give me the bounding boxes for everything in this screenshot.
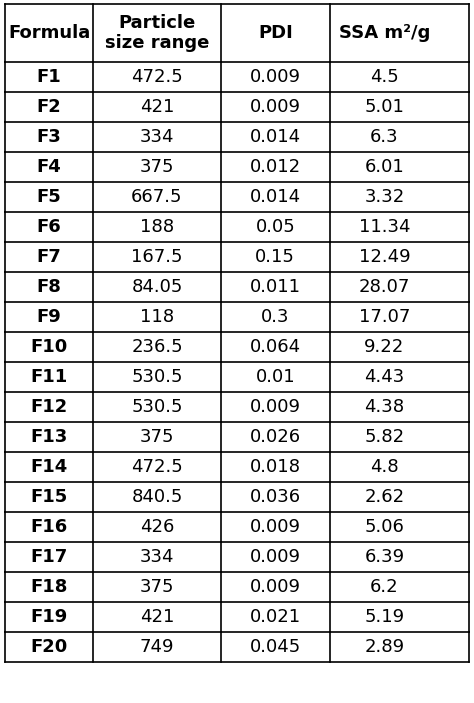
Text: F5: F5 [36, 188, 62, 206]
Text: 9.22: 9.22 [364, 338, 404, 356]
Text: F7: F7 [36, 248, 62, 266]
Text: SSA m²/g: SSA m²/g [338, 24, 430, 42]
Text: 0.009: 0.009 [250, 548, 301, 566]
Text: F18: F18 [30, 578, 68, 596]
Text: 0.014: 0.014 [250, 128, 301, 146]
Text: F6: F6 [36, 218, 62, 236]
Text: 0.021: 0.021 [250, 608, 301, 626]
Text: 5.01: 5.01 [365, 98, 404, 116]
Text: 3.32: 3.32 [364, 188, 404, 206]
Text: 28.07: 28.07 [359, 278, 410, 296]
Text: 0.009: 0.009 [250, 578, 301, 596]
Text: 421: 421 [140, 98, 174, 116]
Text: 0.009: 0.009 [250, 98, 301, 116]
Text: 0.014: 0.014 [250, 188, 301, 206]
Text: F3: F3 [36, 128, 62, 146]
Text: 4.5: 4.5 [370, 68, 399, 86]
Text: 6.2: 6.2 [370, 578, 399, 596]
Text: 4.43: 4.43 [364, 368, 404, 386]
Text: 0.009: 0.009 [250, 68, 301, 86]
Text: F8: F8 [36, 278, 62, 296]
Text: 0.064: 0.064 [250, 338, 301, 356]
Text: 0.018: 0.018 [250, 458, 301, 476]
Text: 0.012: 0.012 [250, 158, 301, 176]
Text: 334: 334 [140, 128, 174, 146]
Text: 6.39: 6.39 [364, 548, 404, 566]
Text: F16: F16 [30, 518, 68, 536]
Text: 0.3: 0.3 [261, 308, 290, 326]
Text: 426: 426 [140, 518, 174, 536]
Text: 375: 375 [140, 158, 174, 176]
Text: F20: F20 [30, 638, 68, 656]
Text: 11.34: 11.34 [358, 218, 410, 236]
Text: F1: F1 [36, 68, 62, 86]
Text: F2: F2 [36, 98, 62, 116]
Text: F11: F11 [30, 368, 68, 386]
Text: 472.5: 472.5 [131, 68, 183, 86]
Text: 12.49: 12.49 [358, 248, 410, 266]
Text: 421: 421 [140, 608, 174, 626]
Text: 6.01: 6.01 [365, 158, 404, 176]
Text: 334: 334 [140, 548, 174, 566]
Text: 2.62: 2.62 [364, 488, 404, 506]
Text: 2.89: 2.89 [364, 638, 404, 656]
Text: 167.5: 167.5 [131, 248, 182, 266]
Text: 749: 749 [140, 638, 174, 656]
Text: 118: 118 [140, 308, 174, 326]
Text: 0.009: 0.009 [250, 398, 301, 416]
Text: F13: F13 [30, 428, 68, 446]
Text: 84.05: 84.05 [131, 278, 182, 296]
Text: F17: F17 [30, 548, 68, 566]
Text: F19: F19 [30, 608, 68, 626]
Text: 530.5: 530.5 [131, 398, 182, 416]
Text: Formula: Formula [8, 24, 90, 42]
Text: 188: 188 [140, 218, 174, 236]
Text: 5.06: 5.06 [365, 518, 404, 536]
Text: 0.045: 0.045 [250, 638, 301, 656]
Text: F14: F14 [30, 458, 68, 476]
Text: 0.01: 0.01 [255, 368, 295, 386]
Text: 0.05: 0.05 [255, 218, 295, 236]
Text: 5.82: 5.82 [364, 428, 404, 446]
Text: F4: F4 [36, 158, 62, 176]
Text: 4.38: 4.38 [364, 398, 404, 416]
Text: 5.19: 5.19 [364, 608, 404, 626]
Text: 0.15: 0.15 [255, 248, 295, 266]
Text: 0.009: 0.009 [250, 518, 301, 536]
Text: 472.5: 472.5 [131, 458, 183, 476]
Text: 4.8: 4.8 [370, 458, 399, 476]
Text: 17.07: 17.07 [359, 308, 410, 326]
Text: 667.5: 667.5 [131, 188, 182, 206]
Text: 375: 375 [140, 428, 174, 446]
Text: F15: F15 [30, 488, 68, 506]
Text: 6.3: 6.3 [370, 128, 399, 146]
Text: 530.5: 530.5 [131, 368, 182, 386]
Text: F9: F9 [36, 308, 62, 326]
Text: Particle
size range: Particle size range [105, 13, 209, 53]
Text: PDI: PDI [258, 24, 292, 42]
Text: F12: F12 [30, 398, 68, 416]
Text: 236.5: 236.5 [131, 338, 183, 356]
Text: 840.5: 840.5 [131, 488, 182, 506]
Text: F10: F10 [30, 338, 68, 356]
Text: 0.011: 0.011 [250, 278, 301, 296]
Text: 0.036: 0.036 [250, 488, 301, 506]
Text: 375: 375 [140, 578, 174, 596]
Text: 0.026: 0.026 [250, 428, 301, 446]
